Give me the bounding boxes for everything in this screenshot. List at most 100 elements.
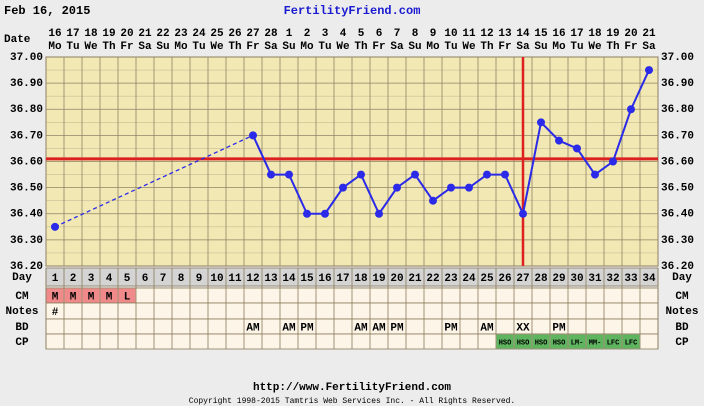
- temperature-point: [645, 66, 653, 75]
- row-label: Day: [672, 272, 692, 284]
- cell-highlight: [496, 334, 514, 349]
- cell-highlight: [550, 334, 568, 349]
- weekday-label: Mo: [174, 41, 188, 53]
- date-label: 12: [480, 28, 493, 40]
- temperature-point: [357, 170, 365, 179]
- weekday-label: We: [210, 41, 224, 53]
- cell-highlight: [64, 288, 82, 303]
- footer-copyright: Copyright 1998-2015 Tamtris Web Services…: [189, 397, 515, 406]
- weekday-label: Th: [480, 41, 493, 53]
- days-cell: 15: [300, 273, 314, 285]
- weekday-label: Fr: [372, 41, 385, 53]
- weekday-label: Sa: [390, 41, 404, 53]
- weekday-label: We: [84, 41, 98, 53]
- days-cell: 3: [88, 273, 95, 285]
- days-cell: 5: [124, 273, 131, 285]
- weekday-label: Mo: [426, 41, 440, 53]
- date-label: 9: [430, 28, 437, 40]
- date-label: 16: [552, 28, 565, 40]
- cp-cell: HSO: [535, 339, 548, 347]
- days-cell: 21: [408, 273, 422, 285]
- weekday-label: Sa: [138, 41, 152, 53]
- gap-connector: [54, 134, 254, 228]
- date-label: 21: [642, 28, 656, 40]
- y-tick-label: 36.70: [661, 130, 694, 142]
- temperature-point: [519, 209, 527, 218]
- cell-highlight: [586, 334, 604, 349]
- y-tick-label: 36.40: [10, 209, 43, 221]
- weekday-label: Tu: [318, 41, 331, 53]
- weekday-label: Su: [408, 41, 421, 53]
- days-cell: 14: [282, 273, 296, 285]
- y-tick-label: 36.40: [661, 209, 694, 221]
- weekday-label: Mo: [552, 41, 566, 53]
- temperature-point: [249, 131, 257, 140]
- bd-cell: PM: [444, 322, 458, 334]
- days-cell: 1: [52, 273, 59, 285]
- date-label: 19: [606, 28, 619, 40]
- cp-cell: LFC: [625, 339, 638, 347]
- days-cell: 27: [516, 273, 529, 285]
- days-cell: 23: [444, 273, 458, 285]
- temperature-point: [375, 209, 383, 218]
- temperature-point: [339, 183, 347, 192]
- temperature-point: [501, 170, 509, 179]
- row-label: CM: [15, 291, 29, 303]
- days-cell: 10: [210, 273, 223, 285]
- y-tick-label: 36.60: [661, 156, 694, 168]
- weekday-label: Sa: [642, 41, 656, 53]
- date-label: 14: [516, 28, 530, 40]
- date-label: 11: [462, 28, 476, 40]
- row-label: Day: [12, 272, 32, 284]
- cp-cell: HSO: [499, 339, 512, 347]
- bd-cell: AM: [372, 322, 386, 334]
- y-tick-label: 36.20: [10, 261, 43, 273]
- date-label: 8: [412, 28, 419, 40]
- weekday-label: Th: [102, 41, 115, 53]
- y-tick-label: 37.00: [10, 52, 43, 64]
- weekday-label: Sa: [264, 41, 278, 53]
- y-tick-label: 36.50: [10, 183, 43, 195]
- days-cell: 24: [462, 273, 476, 285]
- row-label: CP: [15, 337, 29, 349]
- bd-cell: AM: [282, 322, 296, 334]
- row-label: CP: [675, 337, 689, 349]
- cell-highlight: [604, 334, 622, 349]
- weekday-label: Mo: [48, 41, 62, 53]
- temperature-point: [537, 118, 545, 127]
- y-tick-label: 36.30: [10, 235, 43, 247]
- row-label: Date: [4, 34, 31, 46]
- cp-cell: HSO: [517, 339, 530, 347]
- cell-highlight: [622, 334, 640, 349]
- y-tick-label: 36.30: [661, 235, 694, 247]
- cell-highlight: [100, 288, 118, 303]
- days-cell: 20: [390, 273, 403, 285]
- cm-cell: M: [88, 291, 95, 303]
- weekday-label: Th: [354, 41, 367, 53]
- date-label: 27: [246, 28, 259, 40]
- cp-cell: HSO: [553, 339, 566, 347]
- days-cell: 26: [498, 273, 511, 285]
- y-tick-label: 37.00: [661, 52, 694, 64]
- days-cell: 30: [570, 273, 583, 285]
- cell-highlight: [118, 288, 136, 303]
- date-label: 19: [102, 28, 115, 40]
- temperature-point: [465, 183, 473, 192]
- weekday-label: Su: [156, 41, 169, 53]
- cm-cell: M: [106, 291, 113, 303]
- date-label: 17: [570, 28, 583, 40]
- temperature-point: [285, 170, 293, 179]
- temperature-point: [627, 105, 635, 114]
- date-label: 24: [192, 28, 206, 40]
- weekday-label: We: [588, 41, 602, 53]
- temperature-point: [555, 136, 563, 145]
- cp-cell: MM-: [589, 339, 602, 347]
- cp-cell: LM-: [571, 339, 584, 347]
- date-label: 7: [394, 28, 401, 40]
- temperature-point: [411, 170, 419, 179]
- temperature-point: [303, 209, 311, 218]
- weekday-label: Tu: [570, 41, 583, 53]
- temperature-point: [321, 209, 329, 218]
- date-label: 22: [156, 28, 169, 40]
- bd-cell: PM: [300, 322, 314, 334]
